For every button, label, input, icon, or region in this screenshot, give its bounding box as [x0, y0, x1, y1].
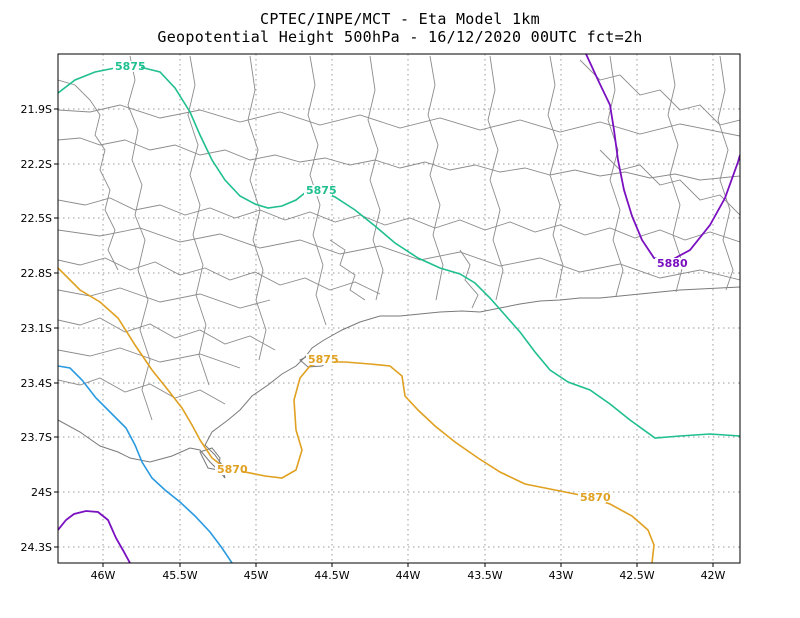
lon-label: 43W [549, 569, 574, 582]
lon-label: 42.5W [619, 569, 654, 582]
contour-label-5875-a: 5875 [115, 60, 146, 73]
lat-label: 21.9S [21, 103, 52, 116]
lat-label: 24S [31, 486, 52, 499]
lon-label: 43.5W [467, 569, 502, 582]
lat-label: 22.5S [21, 212, 52, 225]
lat-label: 23.4S [21, 377, 52, 390]
lat-label: 22.8S [21, 267, 52, 280]
longitude-labels: 46W 45.5W 45W 44.5W 44W 43.5W 43W 42.5W … [91, 569, 726, 582]
contour-5880-southwest [58, 510, 131, 563]
coastline [58, 286, 740, 479]
contour-5870-west [58, 267, 655, 563]
axis-ticks [54, 108, 714, 567]
contour-5880-east [585, 54, 740, 263]
municipal-borders [58, 55, 740, 421]
map-subtitle: Geopotential Height 500hPa - 16/12/2020 … [157, 28, 643, 46]
map-frame [57, 53, 741, 564]
contour-5875 [58, 66, 740, 439]
lon-label: 44.5W [314, 569, 349, 582]
lat-label: 22.2S [21, 158, 52, 171]
lat-label: 23.1S [21, 322, 52, 335]
lon-label: 45W [244, 569, 269, 582]
lon-label: 44W [396, 569, 421, 582]
contour-label-5875-c: 5875 [308, 353, 339, 366]
latitude-labels: 21.9S 22.2S 22.5S 22.8S 23.1S 23.4S 23.7… [21, 103, 52, 554]
lon-label: 46W [91, 569, 116, 582]
contour-5865 [58, 365, 233, 563]
contour-label-5880-a: 5880 [657, 257, 688, 270]
contour-label-5870-b: 5870 [580, 491, 611, 504]
contour-label-5875-b: 5875 [306, 184, 337, 197]
lat-lon-grid [58, 54, 740, 563]
map-title: CPTEC/INPE/MCT - Eta Model 1km [260, 10, 540, 28]
lat-label: 24.3S [21, 541, 52, 554]
contour-labels: 5875 5875 5875 5870 5870 5880 [113, 60, 688, 504]
contour-label-5870-a: 5870 [217, 463, 248, 476]
lon-label: 42W [701, 569, 726, 582]
lon-label: 45.5W [162, 569, 197, 582]
lat-label: 23.7S [21, 431, 52, 444]
